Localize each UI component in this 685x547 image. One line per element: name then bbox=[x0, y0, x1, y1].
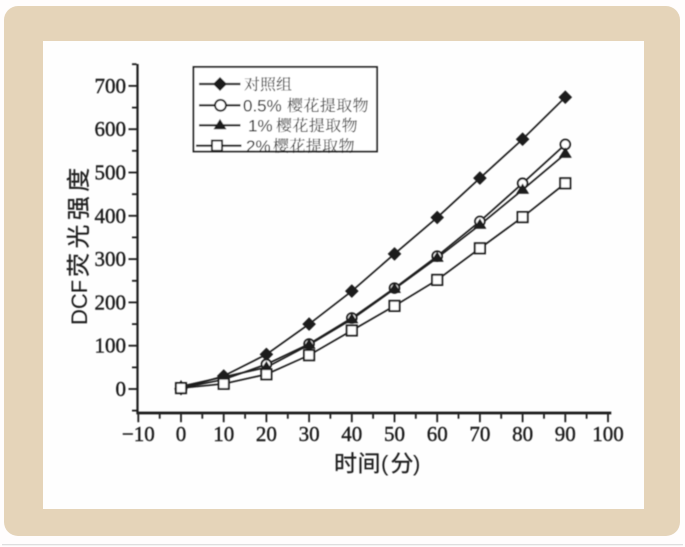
svg-text:70: 70 bbox=[469, 422, 490, 446]
svg-text:0: 0 bbox=[116, 377, 127, 401]
svg-text:300: 300 bbox=[95, 247, 127, 271]
svg-text:90: 90 bbox=[555, 422, 576, 446]
svg-text:50: 50 bbox=[384, 422, 405, 446]
svg-text:200: 200 bbox=[95, 290, 127, 314]
svg-text:100: 100 bbox=[592, 422, 624, 446]
svg-text:700: 700 bbox=[95, 74, 127, 98]
svg-text:100: 100 bbox=[95, 334, 127, 358]
svg-text:10: 10 bbox=[213, 422, 234, 446]
svg-text:60: 60 bbox=[427, 422, 448, 446]
svg-text:20: 20 bbox=[256, 422, 277, 446]
svg-text:1%: 1% bbox=[248, 117, 273, 136]
svg-text:0.5%: 0.5% bbox=[243, 97, 282, 116]
svg-text:40: 40 bbox=[341, 422, 362, 446]
svg-text:(: ( bbox=[381, 451, 389, 476]
svg-text:400: 400 bbox=[95, 204, 127, 228]
svg-text:600: 600 bbox=[95, 117, 127, 141]
svg-text:): ) bbox=[413, 451, 420, 476]
svg-text:30: 30 bbox=[299, 422, 320, 446]
svg-text:DCF: DCF bbox=[67, 280, 92, 325]
svg-text:80: 80 bbox=[512, 422, 533, 446]
svg-text:2%: 2% bbox=[246, 137, 271, 156]
svg-text:500: 500 bbox=[95, 161, 127, 185]
svg-text:0: 0 bbox=[176, 422, 187, 446]
svg-text:−10: −10 bbox=[122, 422, 155, 446]
